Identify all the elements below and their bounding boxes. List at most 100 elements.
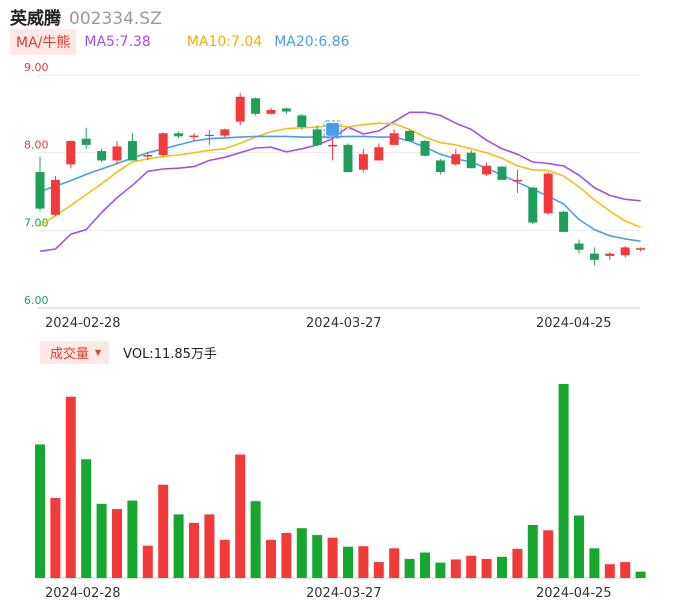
ma5-line — [39, 111, 641, 253]
candle[interactable] — [497, 165, 507, 180]
candle[interactable] — [50, 175, 60, 217]
volume-bar[interactable] — [635, 571, 646, 578]
volume-bar[interactable] — [312, 535, 323, 578]
volume-bar[interactable] — [96, 503, 107, 578]
candle[interactable] — [35, 156, 45, 211]
volume-bar[interactable] — [343, 546, 353, 578]
candle[interactable] — [220, 128, 230, 138]
volume-bar[interactable] — [281, 532, 292, 578]
candle[interactable] — [189, 133, 199, 142]
candle[interactable] — [466, 150, 476, 169]
candle[interactable] — [251, 97, 261, 116]
volume-bar[interactable] — [404, 558, 415, 578]
volume-bar[interactable] — [127, 500, 138, 578]
volume-bar[interactable] — [420, 552, 430, 578]
candle[interactable] — [451, 148, 461, 166]
volume-indicator-button[interactable]: 成交量 ▼ — [40, 340, 110, 364]
volume-bar[interactable] — [65, 396, 76, 578]
candle[interactable] — [127, 133, 137, 161]
candle[interactable] — [574, 239, 584, 254]
volume-bar[interactable] — [219, 539, 230, 578]
volume-bar[interactable] — [512, 548, 523, 578]
candle[interactable] — [97, 148, 107, 162]
volume-bar[interactable] — [158, 484, 169, 578]
volume-bar[interactable] — [527, 524, 538, 578]
volume-bar[interactable] — [497, 556, 507, 578]
candle[interactable] — [281, 107, 291, 114]
candle[interactable] — [235, 92, 245, 126]
candle[interactable] — [358, 148, 368, 173]
y-tick-label: 9.00 — [24, 61, 49, 74]
volume-bar[interactable] — [574, 515, 584, 578]
candle[interactable] — [543, 172, 553, 215]
candle[interactable] — [528, 186, 538, 225]
volume-bar[interactable] — [142, 545, 153, 578]
volume-bar[interactable] — [543, 530, 554, 578]
ma10-line — [39, 122, 641, 228]
volume-bar[interactable] — [558, 384, 569, 578]
candle[interactable] — [66, 141, 76, 169]
candle-body — [620, 247, 630, 256]
candle[interactable] — [328, 137, 338, 161]
candle[interactable] — [343, 143, 353, 173]
volume-bar[interactable] — [389, 548, 400, 578]
candle[interactable] — [435, 158, 445, 175]
buy-signal-icon[interactable] — [323, 120, 342, 139]
volume-bar[interactable] — [373, 562, 384, 578]
volume-bar[interactable] — [450, 559, 461, 578]
y-tick-label: 7.00 — [24, 216, 49, 229]
stock-code: 002334.SZ — [69, 9, 162, 29]
candle[interactable] — [204, 130, 214, 145]
candle[interactable] — [559, 210, 569, 232]
candle[interactable] — [143, 152, 153, 161]
volume-bar[interactable] — [266, 539, 276, 578]
candle[interactable] — [158, 132, 168, 157]
volume-bar[interactable] — [327, 537, 338, 578]
candle[interactable] — [589, 247, 599, 266]
candle[interactable] — [374, 143, 384, 161]
volume-bar[interactable] — [35, 444, 45, 578]
volume-bar[interactable] — [235, 454, 246, 578]
volume-bar[interactable] — [112, 509, 122, 578]
volume-bar[interactable] — [620, 562, 631, 578]
candle[interactable] — [405, 129, 415, 142]
volume-bar[interactable] — [204, 514, 215, 578]
candle[interactable] — [482, 162, 492, 176]
volume-bar[interactable] — [589, 548, 600, 578]
candle[interactable] — [112, 141, 122, 165]
stock-name: 英威腾 — [10, 9, 61, 29]
candle[interactable] — [297, 113, 307, 130]
candle-body — [220, 129, 230, 136]
volume-bar[interactable] — [481, 558, 492, 578]
volume-bar[interactable] — [81, 459, 92, 578]
candle[interactable] — [174, 131, 184, 138]
candle-body — [328, 144, 338, 147]
candle[interactable] — [636, 247, 646, 252]
candle[interactable] — [81, 127, 91, 149]
ma-toggle-button[interactable]: MA/牛熊 — [10, 29, 77, 55]
volume-bar[interactable] — [435, 562, 446, 578]
volume-bar[interactable] — [189, 522, 199, 578]
candle[interactable] — [389, 129, 399, 145]
volume-bar[interactable] — [250, 501, 261, 578]
volume-bar[interactable] — [466, 555, 477, 578]
candle[interactable] — [420, 140, 430, 157]
candle-body — [374, 147, 384, 161]
candle[interactable] — [605, 252, 615, 260]
candle-body — [636, 248, 646, 250]
candle[interactable] — [512, 169, 522, 194]
candle[interactable] — [266, 107, 276, 115]
candle-body — [405, 130, 415, 142]
candle[interactable] — [312, 125, 322, 147]
candle[interactable] — [620, 245, 630, 258]
price-axis: 9.00 8.00 7.00 6.00 — [24, 61, 49, 307]
volume-bar[interactable] — [358, 546, 369, 578]
chevron-down-icon: ▼ — [95, 347, 102, 357]
volume-bar[interactable] — [173, 514, 184, 578]
volume-bar[interactable] — [296, 528, 307, 578]
volume-bar[interactable] — [50, 497, 61, 578]
volume-bar[interactable] — [604, 564, 615, 578]
volume-legend: 成交量 ▼ VOL:11.85万手 — [40, 340, 217, 364]
ma-legend: MA/牛熊 MA5:7.38 MA10:7.04 MA20:6.86 — [10, 29, 350, 55]
